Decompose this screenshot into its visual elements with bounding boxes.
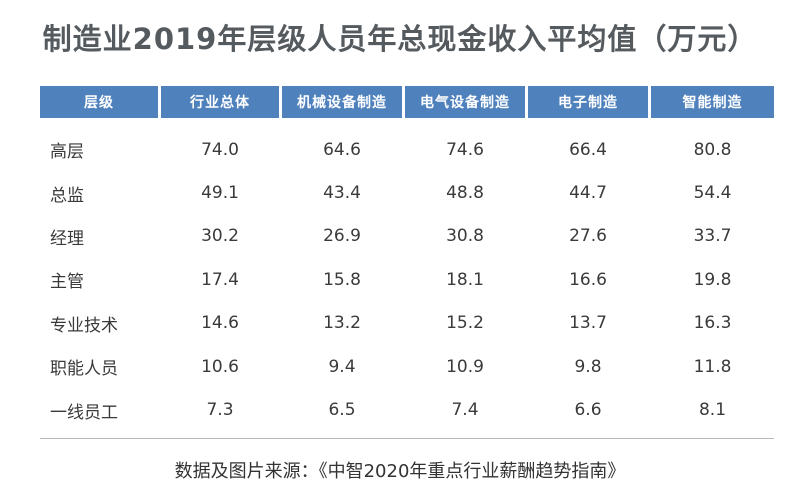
row-label: 主管 xyxy=(50,272,84,293)
column-header-4: 电子制造 xyxy=(528,86,648,118)
table-row: 专业技术 14.6 13.2 15.2 13.7 16.3 xyxy=(40,302,774,345)
table-cell: 49.1 xyxy=(201,183,239,204)
table-cell: 7.4 xyxy=(451,400,479,421)
table-cell: 64.6 xyxy=(323,139,361,160)
column-header-3: 电气设备制造 xyxy=(405,86,525,118)
table-cell: 54.4 xyxy=(693,183,732,204)
table-cell: 48.8 xyxy=(446,183,484,204)
table-cell: 16.6 xyxy=(569,269,607,290)
table-cell: 44.7 xyxy=(569,183,607,204)
table-cell: 15.2 xyxy=(446,313,484,334)
source-note: 数据及图片来源：《中智2020年重点行业薪酬趋势指南》 xyxy=(174,461,626,482)
salary-table: 层级 行业总体 机械设备制造 电气设备制造 电子制造 智能制造 高层 74.0 64.6 74.… xyxy=(40,86,774,432)
table-cell: 33.7 xyxy=(693,226,732,247)
table-header: 层级 行业总体 机械设备制造 电气设备制造 电子制造 智能制造 xyxy=(40,86,774,118)
row-label: 职能人员 xyxy=(50,359,118,380)
table-cell: 18.1 xyxy=(446,269,484,290)
table-cell: 13.7 xyxy=(569,313,607,334)
table-cell: 13.2 xyxy=(323,313,361,334)
column-header-0: 层级 xyxy=(40,86,158,118)
table-cell: 11.8 xyxy=(693,356,732,377)
table-cell: 74.6 xyxy=(446,139,484,160)
table-cell: 43.4 xyxy=(323,183,361,204)
row-label: 高层 xyxy=(50,142,84,163)
table-cell: 8.1 xyxy=(698,400,727,421)
table-cell: 66.4 xyxy=(569,139,607,160)
column-header-2: 机械设备制造 xyxy=(282,86,402,118)
table-row: 高层 74.0 64.6 74.6 66.4 80.8 xyxy=(40,128,774,171)
table-cell: 15.8 xyxy=(323,269,361,290)
table-row: 总监 49.1 43.4 48.8 44.7 54.4 xyxy=(40,171,774,214)
row-label: 一线员工 xyxy=(50,402,118,423)
table-cell: 30.2 xyxy=(201,226,239,247)
table-row: 职能人员 10.6 9.4 10.9 9.8 11.8 xyxy=(40,345,774,388)
table-cell: 17.4 xyxy=(201,269,239,290)
table-cell: 9.8 xyxy=(574,356,602,377)
table-row: 主管 17.4 15.8 18.1 16.6 19.8 xyxy=(40,258,774,301)
row-label: 经理 xyxy=(50,228,84,249)
row-label: 总监 xyxy=(50,185,84,206)
table-cell: 7.3 xyxy=(206,400,234,421)
table-cell: 19.8 xyxy=(693,269,732,290)
row-label: 专业技术 xyxy=(50,315,118,336)
table-row: 经理 30.2 26.9 30.8 27.6 33.7 xyxy=(40,215,774,258)
table-cell: 10.6 xyxy=(201,356,239,377)
table-cell: 6.5 xyxy=(328,400,356,421)
table-cell: 10.9 xyxy=(446,356,484,377)
table-cell: 16.3 xyxy=(693,313,732,334)
column-header-1: 行业总体 xyxy=(161,86,279,118)
table-cell: 6.6 xyxy=(574,400,602,421)
table-cell: 30.8 xyxy=(446,226,484,247)
table-cell: 74.0 xyxy=(201,139,239,160)
page-title: 制造业2019年层级人员年总现金收入平均值（万元） xyxy=(42,22,758,56)
table-cell: 27.6 xyxy=(569,226,607,247)
column-header-5: 智能制造 xyxy=(651,86,774,118)
table-cell: 14.6 xyxy=(201,313,239,334)
table-body: 高层 74.0 64.6 74.6 66.4 80.8 总监 49.1 43.4 48.8 44.7… xyxy=(40,128,774,432)
table-bottom-divider xyxy=(40,438,774,439)
table-cell: 9.4 xyxy=(328,356,356,377)
table-cell: 26.9 xyxy=(323,226,361,247)
table-row: 一线员工 7.3 6.5 7.4 6.6 8.1 xyxy=(40,388,774,431)
table-cell: 80.8 xyxy=(693,139,732,160)
